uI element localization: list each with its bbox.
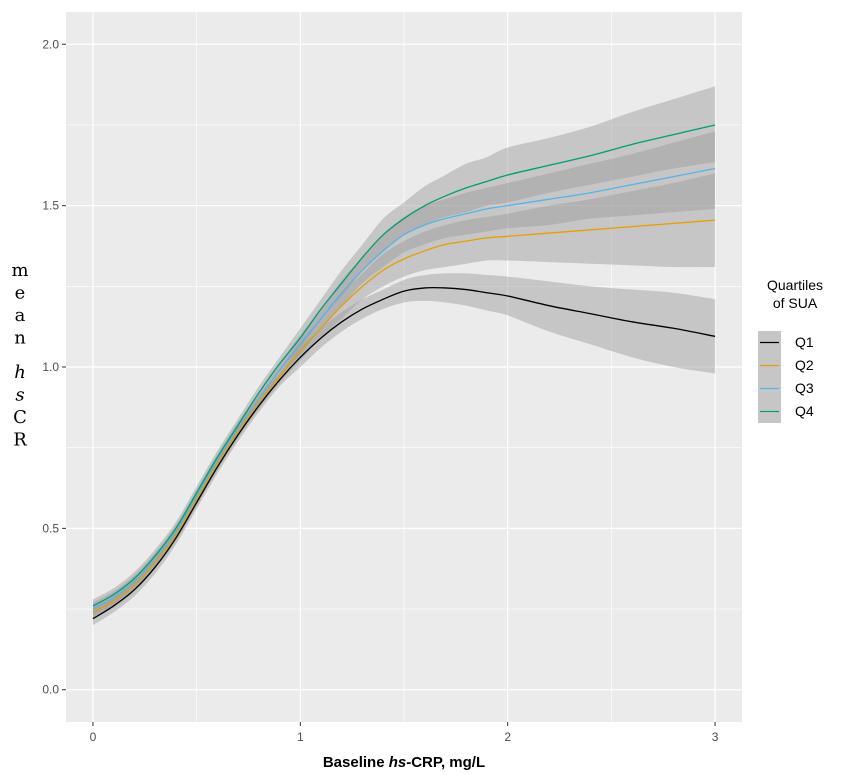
legend-label: Q3: [795, 380, 814, 396]
x-tick-label: 3: [712, 730, 719, 744]
series-line-q1: [92, 286, 716, 620]
y-axis-title-letter: R: [13, 430, 27, 451]
x-axis-title: Baseline hs-CRP, mg/L: [323, 754, 485, 771]
series-line-q4: [92, 124, 716, 607]
y-axis-title-letter: n: [14, 328, 26, 349]
series-line-q2: [92, 219, 716, 613]
confidence-band-q1: [92, 273, 716, 626]
y-axis-title-letter: C: [13, 407, 27, 428]
legend-title: of SUA: [773, 295, 818, 311]
y-axis: 0.0 0.5 1.0 1.5 2.0: [42, 37, 66, 697]
x-tick-label: 1: [297, 730, 304, 744]
x-axis-title-prefix: Baseline: [323, 754, 389, 771]
legend: Quartiles of SUA Q1 Q2 Q3 Q4: [758, 277, 823, 423]
y-tick-label: 0.5: [42, 521, 59, 535]
y-tick-label: 1.5: [42, 199, 59, 213]
y-tick-label: 1.0: [42, 360, 59, 374]
legend-label: Q2: [795, 357, 814, 373]
y-axis-title-letter: h: [14, 362, 26, 383]
y-axis-title-letter: e: [15, 283, 26, 304]
legend-label: Q4: [795, 403, 814, 419]
x-axis-title-suffix: -CRP, mg/L: [406, 754, 485, 771]
legend-title: Quartiles: [767, 277, 823, 293]
confidence-band-q2: [92, 173, 716, 619]
x-tick-label: 0: [90, 730, 97, 744]
y-axis-title-letter: m: [11, 260, 28, 281]
x-axis: 0 1 2 3: [90, 722, 719, 744]
grid-major: [66, 12, 742, 722]
legend-label: Q1: [795, 334, 814, 350]
confidence-band-q3: [92, 131, 716, 616]
y-axis-title-letter: a: [15, 305, 26, 326]
y-tick-label: 0.0: [42, 683, 59, 697]
x-tick-label: 2: [504, 730, 511, 744]
y-axis-title-letter: s: [15, 385, 24, 406]
series-lines: [92, 124, 716, 620]
x-axis-title-italic: hs: [389, 754, 407, 771]
y-tick-label: 2.0: [42, 37, 59, 51]
series-line-q3: [92, 167, 716, 610]
